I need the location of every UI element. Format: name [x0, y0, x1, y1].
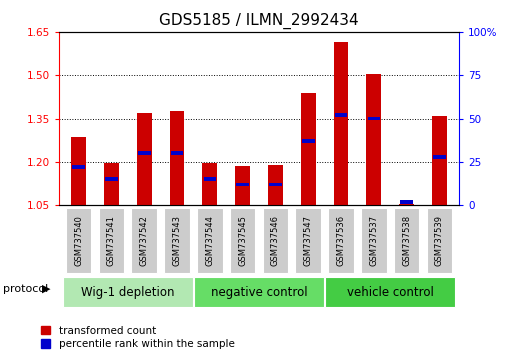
FancyBboxPatch shape: [394, 208, 420, 273]
Text: GSM737538: GSM737538: [402, 215, 411, 266]
Bar: [301, 93, 315, 205]
Bar: [432, 116, 447, 205]
Text: GSM737536: GSM737536: [337, 215, 346, 266]
Bar: [137, 113, 152, 205]
FancyBboxPatch shape: [164, 208, 190, 273]
FancyBboxPatch shape: [230, 208, 255, 273]
Bar: [72, 165, 85, 169]
Bar: [104, 164, 119, 205]
Text: GSM737546: GSM737546: [271, 215, 280, 266]
Bar: [105, 177, 118, 181]
Bar: [269, 183, 282, 187]
FancyBboxPatch shape: [328, 208, 354, 273]
Bar: [236, 183, 249, 187]
Text: GSM737543: GSM737543: [172, 215, 182, 266]
FancyBboxPatch shape: [361, 208, 387, 273]
Text: vehicle control: vehicle control: [347, 286, 433, 298]
FancyBboxPatch shape: [295, 208, 321, 273]
FancyBboxPatch shape: [263, 208, 288, 273]
Bar: [171, 152, 183, 155]
Text: GSM737539: GSM737539: [435, 215, 444, 266]
Bar: [170, 112, 185, 205]
Bar: [71, 137, 86, 205]
FancyBboxPatch shape: [131, 208, 157, 273]
Text: Wig-1 depletion: Wig-1 depletion: [81, 286, 174, 298]
Bar: [366, 74, 381, 205]
FancyBboxPatch shape: [427, 208, 452, 273]
Bar: [333, 42, 348, 205]
FancyBboxPatch shape: [63, 278, 193, 307]
Bar: [235, 166, 250, 205]
Text: ▶: ▶: [42, 284, 51, 293]
Bar: [302, 139, 314, 143]
Bar: [138, 152, 150, 155]
Bar: [268, 165, 283, 205]
Text: GSM737545: GSM737545: [238, 215, 247, 266]
Bar: [399, 204, 414, 205]
Bar: [433, 155, 446, 159]
Text: negative control: negative control: [211, 286, 307, 298]
Text: GSM737541: GSM737541: [107, 215, 116, 266]
Legend: transformed count, percentile rank within the sample: transformed count, percentile rank withi…: [41, 326, 235, 349]
Text: GSM737542: GSM737542: [140, 215, 149, 266]
Bar: [335, 113, 347, 117]
Text: GSM737544: GSM737544: [205, 215, 214, 266]
FancyBboxPatch shape: [66, 208, 91, 273]
FancyBboxPatch shape: [98, 208, 124, 273]
Text: GSM737547: GSM737547: [304, 215, 313, 266]
FancyBboxPatch shape: [325, 278, 455, 307]
Text: GSM737540: GSM737540: [74, 215, 83, 266]
Bar: [203, 164, 217, 205]
FancyBboxPatch shape: [194, 278, 324, 307]
Text: protocol: protocol: [3, 284, 48, 293]
Text: GSM737537: GSM737537: [369, 215, 379, 266]
Bar: [368, 117, 380, 120]
Bar: [400, 200, 413, 204]
Bar: [204, 177, 216, 181]
Title: GDS5185 / ILMN_2992434: GDS5185 / ILMN_2992434: [159, 13, 359, 29]
FancyBboxPatch shape: [197, 208, 223, 273]
